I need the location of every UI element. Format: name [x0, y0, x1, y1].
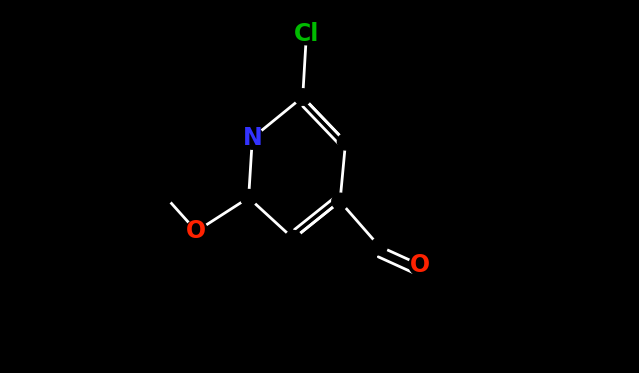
- Circle shape: [409, 254, 431, 276]
- Circle shape: [241, 127, 263, 149]
- Text: O: O: [410, 253, 430, 277]
- Text: Cl: Cl: [294, 22, 319, 46]
- Circle shape: [332, 193, 348, 210]
- Circle shape: [285, 231, 302, 247]
- Circle shape: [185, 220, 208, 242]
- Circle shape: [337, 134, 354, 150]
- Circle shape: [371, 238, 387, 254]
- Circle shape: [295, 22, 318, 45]
- Text: O: O: [187, 219, 206, 243]
- Circle shape: [240, 189, 257, 206]
- Circle shape: [295, 89, 311, 105]
- Circle shape: [157, 188, 173, 204]
- Text: N: N: [242, 126, 262, 150]
